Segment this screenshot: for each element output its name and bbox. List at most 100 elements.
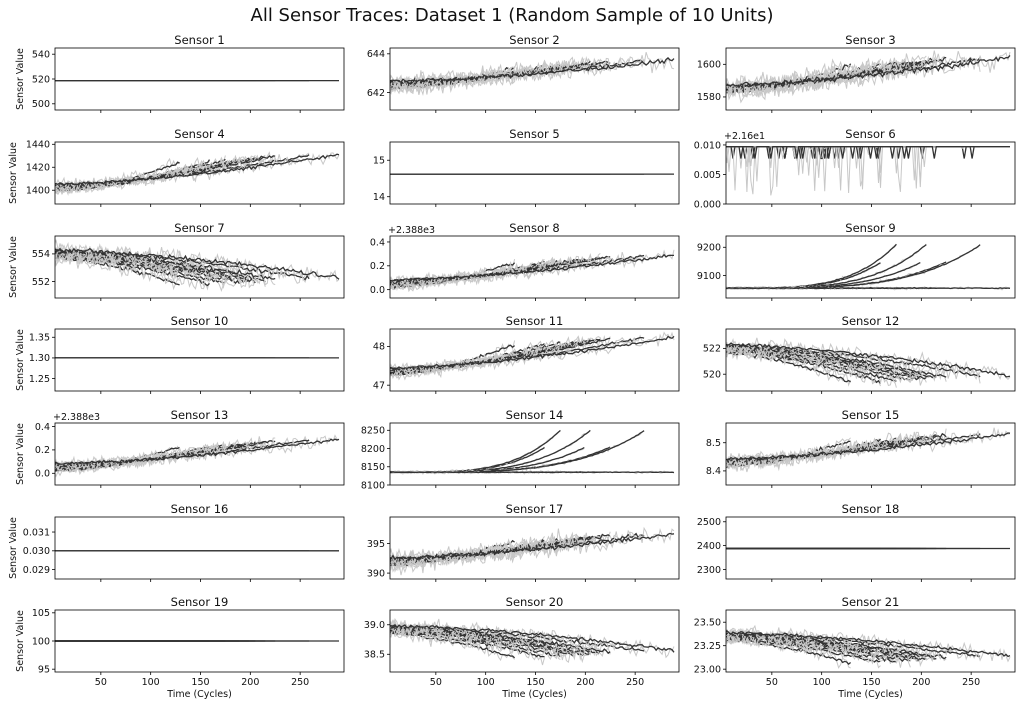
subplot-title: Sensor 2 <box>509 33 559 47</box>
y-tick-label: 552 <box>32 277 50 288</box>
y-tick-label: 39.0 <box>364 620 385 631</box>
y-tick-label: 0.0 <box>370 285 385 296</box>
x-tick-label: 200 <box>912 677 930 688</box>
subplot-title: Sensor 17 <box>506 502 564 516</box>
axes-frame <box>389 422 680 486</box>
trace-smoothed-unit-10 <box>390 253 674 282</box>
subplot-17: Sensor 17 390 395 <box>367 502 680 582</box>
trace-group <box>390 526 675 576</box>
subplot-title: Sensor 16 <box>171 502 229 516</box>
subplot-title: Sensor 14 <box>506 408 564 422</box>
y-tick-label: 0.0 <box>35 469 50 480</box>
y-tick-label: 540 <box>32 50 50 61</box>
trace-group <box>726 337 1011 388</box>
y-tick-label: 1.35 <box>29 333 50 344</box>
y-tick-label: 1400 <box>26 186 50 197</box>
subplot-12: Sensor 12 520 522 <box>703 314 1016 394</box>
trace-smoothed-unit-10 <box>390 57 675 83</box>
subplot-title: Sensor 20 <box>506 595 564 609</box>
axes-frame <box>725 609 1016 673</box>
y-tick-label: 0.000 <box>694 199 721 210</box>
y-tick-label: 2400 <box>697 541 721 552</box>
trace-group <box>390 52 675 97</box>
trace-group <box>390 331 675 381</box>
subplot-title: Sensor 1 <box>174 33 224 47</box>
subplot-title: Sensor 21 <box>842 595 900 609</box>
subplot-title: Sensor 3 <box>845 33 895 47</box>
x-tick-label: 50 <box>766 677 778 688</box>
y-tick-label: 0.030 <box>23 546 50 557</box>
trace-group <box>726 243 1011 291</box>
trace-smoothed-unit-10 <box>726 630 1011 658</box>
axis-offset-label: +2.388e3 <box>53 412 100 423</box>
y-tick-label: 23.25 <box>694 641 721 652</box>
y-tick-label: 0.2 <box>35 445 50 456</box>
axes-frame <box>54 141 345 205</box>
trace-smoothed-unit-10 <box>390 623 675 653</box>
subplot-title: Sensor 5 <box>509 127 559 141</box>
x-axis-label: Time (Cycles) <box>166 689 232 700</box>
trace-group <box>390 618 675 666</box>
axes-frame <box>725 235 1016 299</box>
subplot-title: Sensor 18 <box>842 502 900 516</box>
x-tick-label: 250 <box>962 677 980 688</box>
y-tick-label: 2300 <box>697 565 721 576</box>
trace-group <box>726 427 1011 473</box>
trace-smoothed-unit-10 <box>390 471 675 474</box>
x-tick-label: 250 <box>626 677 644 688</box>
y-tick-label: 9200 <box>697 243 721 254</box>
axes-frame <box>389 141 680 205</box>
y-tick-label: 8150 <box>361 462 385 473</box>
y-tick-label: 23.50 <box>694 618 721 629</box>
y-tick-label: 0.2 <box>370 261 385 272</box>
trace-raw-unit-7 <box>726 431 937 470</box>
x-tick-label: 150 <box>526 677 544 688</box>
y-tick-label: 0.005 <box>694 170 721 181</box>
trace-smoothed-unit-10 <box>55 153 340 186</box>
y-tick-label: 1600 <box>697 60 721 71</box>
axes-frame <box>54 328 345 392</box>
trace-group <box>55 151 340 196</box>
subplot-title: Sensor 4 <box>174 127 224 141</box>
trace-smoothed-unit-10 <box>55 438 340 465</box>
axes-frame <box>725 47 1016 111</box>
trace-group <box>726 146 1010 196</box>
trace-raw-unit-10 <box>390 618 675 659</box>
subplot-title: Sensor 7 <box>174 221 224 235</box>
y-tick-label: 8.5 <box>706 438 721 449</box>
y-tick-label: 15 <box>373 156 385 167</box>
trace-smoothed-unit-1 <box>55 256 180 286</box>
y-tick-label: 100 <box>32 636 50 647</box>
trace-smoothed-unit-9 <box>390 336 645 371</box>
subplot-5: Sensor 5 14 15 <box>373 127 680 207</box>
subplot-title: Sensor 6 <box>845 127 895 141</box>
y-tick-label: 14 <box>373 192 385 203</box>
trace-group <box>390 249 675 293</box>
trace-group <box>55 239 340 293</box>
subplot-title: Sensor 10 <box>171 314 229 328</box>
trace-raw-unit-10 <box>55 239 340 283</box>
trace-raw-unit-8 <box>726 428 947 467</box>
subplot-title: Sensor 13 <box>171 408 229 422</box>
trace-smoothed-unit-10 <box>726 432 1011 461</box>
trace-group <box>390 429 675 475</box>
subplot-4: Sensor 4 1400 1420 1440 Sensor Value <box>8 127 345 207</box>
y-tick-label: 520 <box>703 370 721 381</box>
y-tick-label: 8250 <box>361 426 385 437</box>
subplot-19: Sensor 19 95 100 105 50 100 150 200 250 Sensor Va… <box>15 595 345 700</box>
x-tick-label: 50 <box>95 677 107 688</box>
y-axis-label: Sensor Value <box>15 610 26 672</box>
trace-smoothed-unit-8 <box>55 155 276 188</box>
x-axis-label: Time (Cycles) <box>501 689 567 700</box>
y-tick-label: 1.30 <box>29 353 50 364</box>
trace-raw-unit-7 <box>726 341 937 380</box>
trace-smoothed-unit-2 <box>55 255 210 287</box>
y-tick-label: 500 <box>32 99 50 110</box>
x-tick-label: 250 <box>291 677 309 688</box>
axes-frame <box>725 141 1016 205</box>
y-tick-label: 390 <box>367 568 385 579</box>
trace-smoothed-unit-9 <box>726 146 981 159</box>
trace-raw-unit-9 <box>726 51 981 94</box>
